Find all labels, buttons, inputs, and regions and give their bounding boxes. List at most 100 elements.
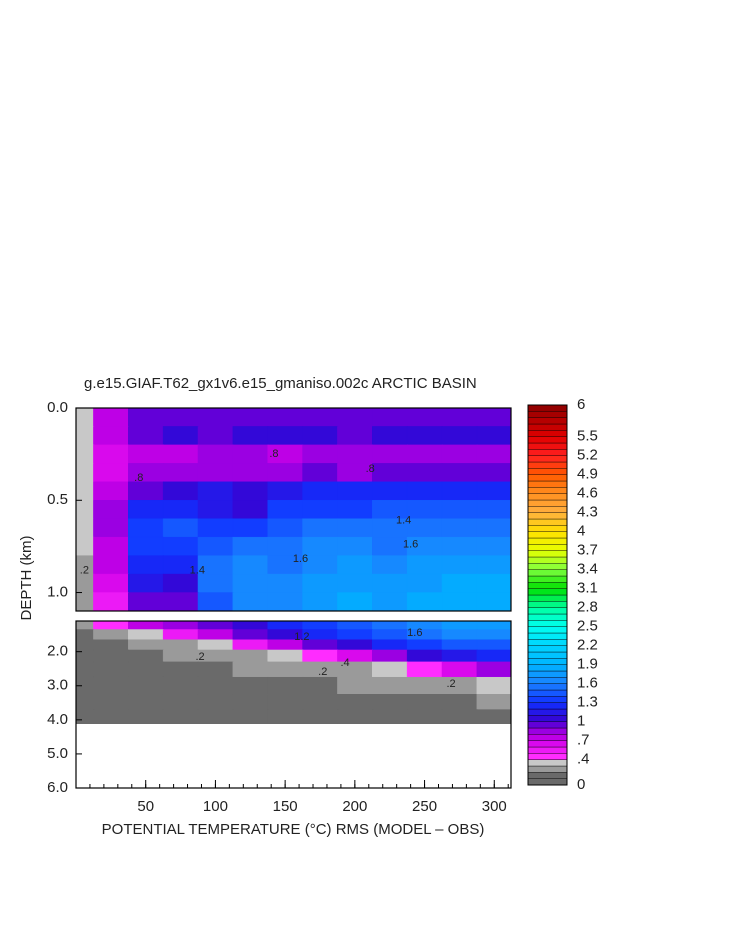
contour-label: 1.6 [403, 538, 418, 550]
colorbar-band [527, 594, 568, 602]
contour-cell [441, 555, 478, 575]
contour-cell [128, 444, 164, 465]
contour-cell [337, 621, 374, 631]
colorbar-band [527, 664, 568, 672]
colorbar-frame [527, 404, 568, 786]
contour-cell [128, 661, 164, 678]
y-tick-label: 4.0 [47, 711, 68, 728]
contour-cell [441, 463, 478, 483]
contour-cell [197, 629, 234, 641]
contour-cell [197, 573, 234, 594]
contour-cell [267, 463, 304, 483]
contour-cell [162, 500, 199, 520]
contour-cell [476, 592, 511, 611]
contour-cell [337, 709, 374, 724]
colorbar-tick-label: 3.4 [577, 561, 598, 578]
contour-cell [128, 621, 164, 631]
contour-cell [93, 592, 130, 611]
contour-cell [93, 426, 130, 446]
colorbar-band [527, 759, 568, 767]
contour-cell [441, 444, 478, 465]
contour-cell [232, 555, 269, 575]
contour-cell [476, 518, 511, 538]
contour-cell [372, 463, 408, 483]
colorbar-band [527, 702, 568, 710]
contour-cell [76, 694, 95, 711]
contour-label: 1.2 [294, 631, 309, 643]
colorbar-band [527, 746, 568, 754]
contour-cell [337, 639, 374, 651]
contour-cell [372, 426, 408, 446]
contour-cell [162, 639, 199, 651]
contour-cell [476, 500, 511, 520]
contour-cell [93, 649, 130, 663]
contour-cell [93, 621, 130, 631]
contour-cell [372, 481, 408, 502]
contour-cell [441, 639, 478, 651]
contour-cell [197, 536, 234, 557]
contour-cell [476, 426, 511, 446]
contour-cell [197, 621, 234, 631]
colorbar-tick-label: 1.6 [577, 675, 598, 692]
contour-cell [197, 661, 234, 678]
contour-cell [441, 518, 478, 538]
contour-cell [441, 426, 478, 446]
contour-cell [406, 649, 443, 663]
colorbar-tick-label: 1.9 [577, 656, 598, 673]
contour-cell [406, 573, 443, 594]
y-tick-label: 0.5 [47, 491, 68, 508]
contour-cell [476, 676, 511, 696]
contour-cell [232, 649, 269, 663]
colorbar-band [527, 778, 568, 786]
contour-label: .8 [269, 448, 278, 460]
contour-cell [93, 481, 130, 502]
contour-cell [128, 426, 164, 446]
contour-cell [267, 426, 304, 446]
plot-area: 0.00.51.02.03.04.05.06.01.61.61.41.4.8.8… [47, 396, 598, 815]
colorbar-band [527, 689, 568, 697]
contour-cell [93, 709, 130, 724]
contour-cell [406, 694, 443, 711]
contour-cell [267, 661, 304, 678]
contour-cell [162, 709, 199, 724]
colorbar-band [527, 721, 568, 729]
contour-cell [406, 426, 443, 446]
contour-cell [267, 621, 304, 631]
contour-cell [406, 500, 443, 520]
contour-cell [232, 500, 269, 520]
contour-cell [162, 694, 199, 711]
colorbar-band [527, 651, 568, 659]
contour-cell [476, 709, 511, 724]
contour-cell [302, 676, 339, 696]
colorbar-band [527, 683, 568, 691]
contour-cell [476, 694, 511, 711]
contour-cell [267, 676, 304, 696]
contour-cell [93, 500, 130, 520]
contour-cell [76, 661, 95, 678]
colorbar-band [527, 658, 568, 665]
contour-cell [476, 463, 511, 483]
contour-cell [372, 444, 408, 465]
contour-cell [76, 536, 95, 557]
contour-cell [76, 639, 95, 651]
contour-cell [162, 573, 199, 594]
contour-cell [267, 709, 304, 724]
colorbar-band [527, 442, 568, 450]
contour-cell [93, 444, 130, 465]
contour-cell [93, 676, 130, 696]
contour-cell [197, 444, 234, 465]
contour-cell [406, 481, 443, 502]
panel-frame [75, 407, 512, 612]
contour-cell [441, 694, 478, 711]
contour-cell [93, 573, 130, 594]
contour-cell [476, 555, 511, 575]
contour-cell [76, 573, 95, 594]
contour-label: .8 [134, 472, 143, 484]
contour-cell [337, 629, 374, 641]
colorbar-band [527, 537, 568, 545]
contour-cell [406, 444, 443, 465]
contour-cell [337, 408, 374, 428]
contour-cell [128, 592, 164, 611]
contour-cell [93, 408, 130, 428]
contour-label: .2 [318, 666, 327, 678]
